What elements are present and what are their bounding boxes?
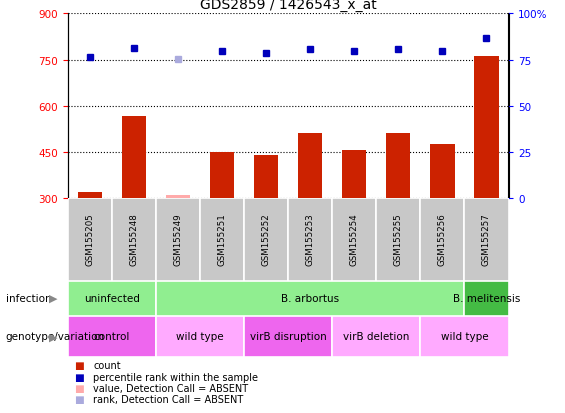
Text: value, Detection Call = ABSENT: value, Detection Call = ABSENT bbox=[93, 383, 249, 393]
Bar bbox=[332, 198, 376, 281]
Text: wild type: wild type bbox=[441, 332, 488, 342]
Text: GSM155248: GSM155248 bbox=[129, 213, 138, 266]
Text: GSM155255: GSM155255 bbox=[394, 213, 403, 266]
Bar bbox=[122, 117, 146, 198]
Bar bbox=[332, 316, 420, 357]
Bar bbox=[68, 281, 156, 316]
Bar bbox=[420, 198, 464, 281]
Text: GSM155257: GSM155257 bbox=[482, 213, 491, 266]
Bar bbox=[420, 316, 508, 357]
Text: GSM155253: GSM155253 bbox=[306, 213, 315, 266]
Text: ■: ■ bbox=[74, 394, 84, 404]
Title: GDS2859 / 1426543_x_at: GDS2859 / 1426543_x_at bbox=[200, 0, 376, 12]
Bar bbox=[112, 198, 156, 281]
Text: GSM155249: GSM155249 bbox=[173, 213, 182, 266]
Text: virB deletion: virB deletion bbox=[343, 332, 410, 342]
Bar bbox=[244, 198, 288, 281]
Bar bbox=[156, 281, 464, 316]
Bar bbox=[78, 192, 102, 198]
Bar bbox=[386, 134, 410, 198]
Bar bbox=[200, 198, 244, 281]
Text: B. melitensis: B. melitensis bbox=[453, 293, 520, 304]
Text: rank, Detection Call = ABSENT: rank, Detection Call = ABSENT bbox=[93, 394, 244, 404]
Text: GSM155254: GSM155254 bbox=[350, 213, 359, 266]
Bar bbox=[431, 145, 454, 198]
Bar bbox=[288, 198, 332, 281]
Bar bbox=[475, 57, 498, 198]
Text: genotype/variation: genotype/variation bbox=[6, 332, 105, 342]
Text: control: control bbox=[94, 332, 130, 342]
Text: percentile rank within the sample: percentile rank within the sample bbox=[93, 372, 258, 382]
Bar bbox=[166, 195, 190, 198]
Text: count: count bbox=[93, 361, 121, 370]
Bar bbox=[464, 281, 508, 316]
Bar bbox=[376, 198, 420, 281]
Bar bbox=[254, 155, 278, 198]
Text: uninfected: uninfected bbox=[84, 293, 140, 304]
Text: B. arbortus: B. arbortus bbox=[281, 293, 339, 304]
Text: ■: ■ bbox=[74, 361, 84, 370]
Text: wild type: wild type bbox=[176, 332, 224, 342]
Text: GSM155252: GSM155252 bbox=[262, 213, 271, 266]
Text: ▶: ▶ bbox=[49, 293, 58, 304]
Bar bbox=[156, 198, 200, 281]
Text: infection: infection bbox=[6, 293, 51, 304]
Bar bbox=[68, 198, 112, 281]
Text: GSM155256: GSM155256 bbox=[438, 213, 447, 266]
Text: ■: ■ bbox=[74, 372, 84, 382]
Bar bbox=[298, 134, 322, 198]
Bar bbox=[244, 316, 332, 357]
Bar bbox=[68, 316, 156, 357]
Text: GSM155251: GSM155251 bbox=[218, 213, 227, 266]
Text: ▶: ▶ bbox=[49, 332, 58, 342]
Bar bbox=[464, 198, 508, 281]
Text: GSM155205: GSM155205 bbox=[85, 213, 94, 266]
Bar bbox=[342, 151, 366, 198]
Text: virB disruption: virB disruption bbox=[250, 332, 327, 342]
Bar bbox=[156, 316, 244, 357]
Bar bbox=[210, 152, 234, 198]
Text: ■: ■ bbox=[74, 383, 84, 393]
